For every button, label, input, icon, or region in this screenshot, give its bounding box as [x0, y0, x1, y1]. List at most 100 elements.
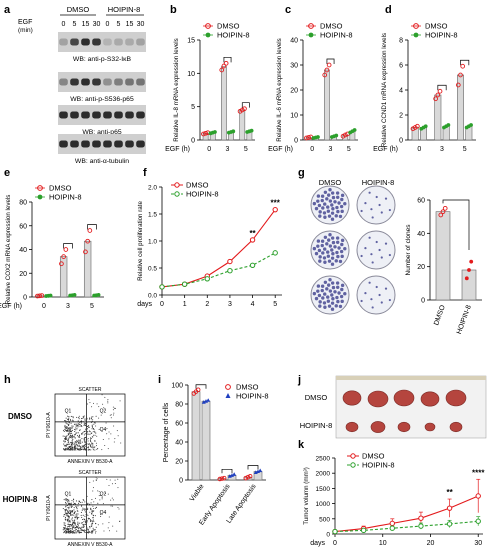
flow-event	[70, 503, 72, 505]
flow-event	[78, 501, 80, 503]
flow-event	[102, 503, 104, 505]
flow-event	[72, 416, 74, 418]
tumor	[345, 421, 359, 433]
flow-event	[92, 480, 94, 482]
flow-event	[76, 442, 78, 444]
colony	[312, 291, 317, 296]
flow-event	[90, 437, 92, 439]
flow-event	[104, 445, 106, 447]
y-tick-label: 0	[294, 138, 298, 145]
data-point	[223, 60, 229, 66]
x-tick-label: HOIPIN-8	[456, 304, 473, 335]
x-axis-label: EGF (h)	[0, 303, 22, 310]
flow-event	[77, 528, 79, 530]
flow-event	[79, 436, 81, 438]
flow-event	[92, 434, 94, 436]
flow-event	[73, 423, 76, 425]
flow-event	[68, 508, 70, 510]
flow-event	[87, 517, 89, 519]
flow-event	[107, 527, 109, 529]
colony	[322, 301, 327, 305]
flow-event	[108, 431, 110, 433]
panel-letter: j	[297, 374, 301, 386]
flow-event	[63, 514, 65, 516]
flow-event	[91, 442, 93, 444]
flow-event	[66, 512, 68, 514]
x-tick-label: 5	[90, 303, 94, 310]
flow-event	[90, 421, 92, 423]
flow-event	[67, 423, 69, 426]
y-tick-label: 60	[19, 223, 27, 230]
flow-event	[90, 521, 92, 523]
flow-event	[66, 430, 68, 432]
colony	[330, 248, 334, 252]
flow-event	[95, 425, 97, 427]
flow-event	[91, 424, 93, 426]
data-point	[201, 400, 206, 404]
flow-event	[75, 514, 77, 516]
flow-event	[92, 487, 94, 489]
data-point	[460, 63, 466, 69]
colony	[316, 239, 321, 243]
colony	[314, 206, 319, 211]
flow-event	[89, 439, 91, 441]
colony	[331, 240, 336, 245]
flow-event	[68, 427, 70, 430]
colony	[331, 297, 335, 301]
flow-event	[108, 438, 110, 440]
colony	[330, 301, 335, 305]
colony	[320, 243, 324, 248]
flow-event	[90, 445, 92, 447]
flow-event	[63, 449, 65, 451]
legend-label-dmso: DMSO	[236, 383, 259, 392]
flow-event	[83, 431, 85, 433]
significance-bracket	[195, 384, 207, 389]
flow-event	[93, 508, 95, 510]
flow-event	[93, 423, 95, 425]
y-tick-label: 40	[19, 247, 27, 254]
flow-event	[82, 524, 84, 526]
flow-event	[85, 441, 87, 443]
flow-event	[90, 437, 92, 439]
flow-event	[67, 506, 69, 509]
bar	[201, 400, 211, 481]
panel-e-cox2-chart: e 0 20 40 60 80 Relative COX2 mRNA expression …	[0, 167, 104, 310]
flow-event	[98, 491, 100, 493]
flow-event	[107, 399, 109, 401]
y-axis-label: Tumor volumn (mm³)	[303, 467, 310, 525]
flow-event	[95, 526, 97, 528]
flow-event	[90, 441, 92, 443]
y-tick-label: 40	[175, 440, 183, 447]
flow-event	[72, 438, 74, 441]
flow-event	[97, 448, 99, 450]
flow-event	[90, 520, 92, 522]
flow-event	[79, 429, 81, 432]
data-point	[245, 474, 251, 480]
flow-event	[72, 530, 74, 532]
flow-event	[71, 440, 73, 442]
flow-event	[71, 425, 73, 427]
flow-event	[70, 531, 72, 533]
flow-event	[85, 443, 87, 445]
group-label-dmso: DMSO	[67, 5, 90, 14]
flow-event	[102, 439, 104, 441]
flow-event	[108, 522, 110, 524]
data-point	[467, 268, 471, 272]
flow-event	[67, 448, 70, 450]
flow-event	[73, 514, 75, 516]
significance-bracket	[221, 468, 233, 474]
flow-event	[70, 530, 72, 532]
row-label: HOIPIN-8	[3, 495, 38, 504]
colony	[335, 250, 339, 255]
flow-event	[79, 424, 81, 426]
data-point	[203, 130, 208, 136]
colony	[327, 259, 332, 263]
colony	[364, 292, 367, 295]
flow-event	[76, 445, 78, 447]
flow-event	[71, 527, 74, 529]
flow-event	[71, 500, 73, 502]
flow-event	[101, 449, 103, 451]
bar	[59, 256, 68, 298]
flow-event	[63, 527, 65, 529]
